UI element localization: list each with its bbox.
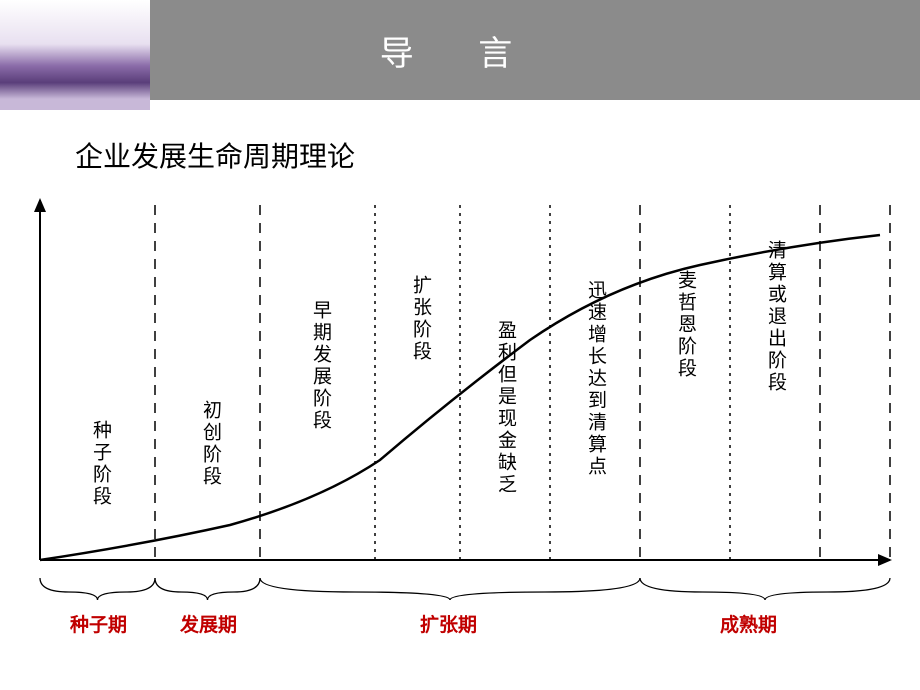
stage-label-5: 迅速增长达到清算点 [585,280,605,478]
header-decorative-image [0,0,150,110]
stage-label-2: 早期发展阶段 [310,300,330,432]
stage-label-4: 盈利但是现金缺乏 [495,320,515,496]
page-subtitle: 企业发展生命周期理论 [75,135,355,175]
period-label-3: 成熟期 [720,610,777,637]
period-label-2: 扩张期 [420,610,477,637]
stage-label-3: 扩张阶段 [410,275,430,363]
period-label-1: 发展期 [180,610,237,637]
stage-label-6: 麦哲恩阶段 [675,270,695,380]
stage-label-1: 初创阶段 [200,400,220,488]
header-title: 导 言 [380,26,541,75]
stage-label-0: 种子阶段 [90,420,110,508]
lifecycle-chart: 种子阶段 初创阶段 早期发展阶段 扩张阶段盈利但是现金缺乏 迅速增长达到清算点 麦哲恩阶段… [20,190,900,590]
stage-label-7: 清算或退出阶段 [765,240,785,394]
header-bar: 导 言 [0,0,920,100]
period-label-0: 种子期 [70,610,127,637]
